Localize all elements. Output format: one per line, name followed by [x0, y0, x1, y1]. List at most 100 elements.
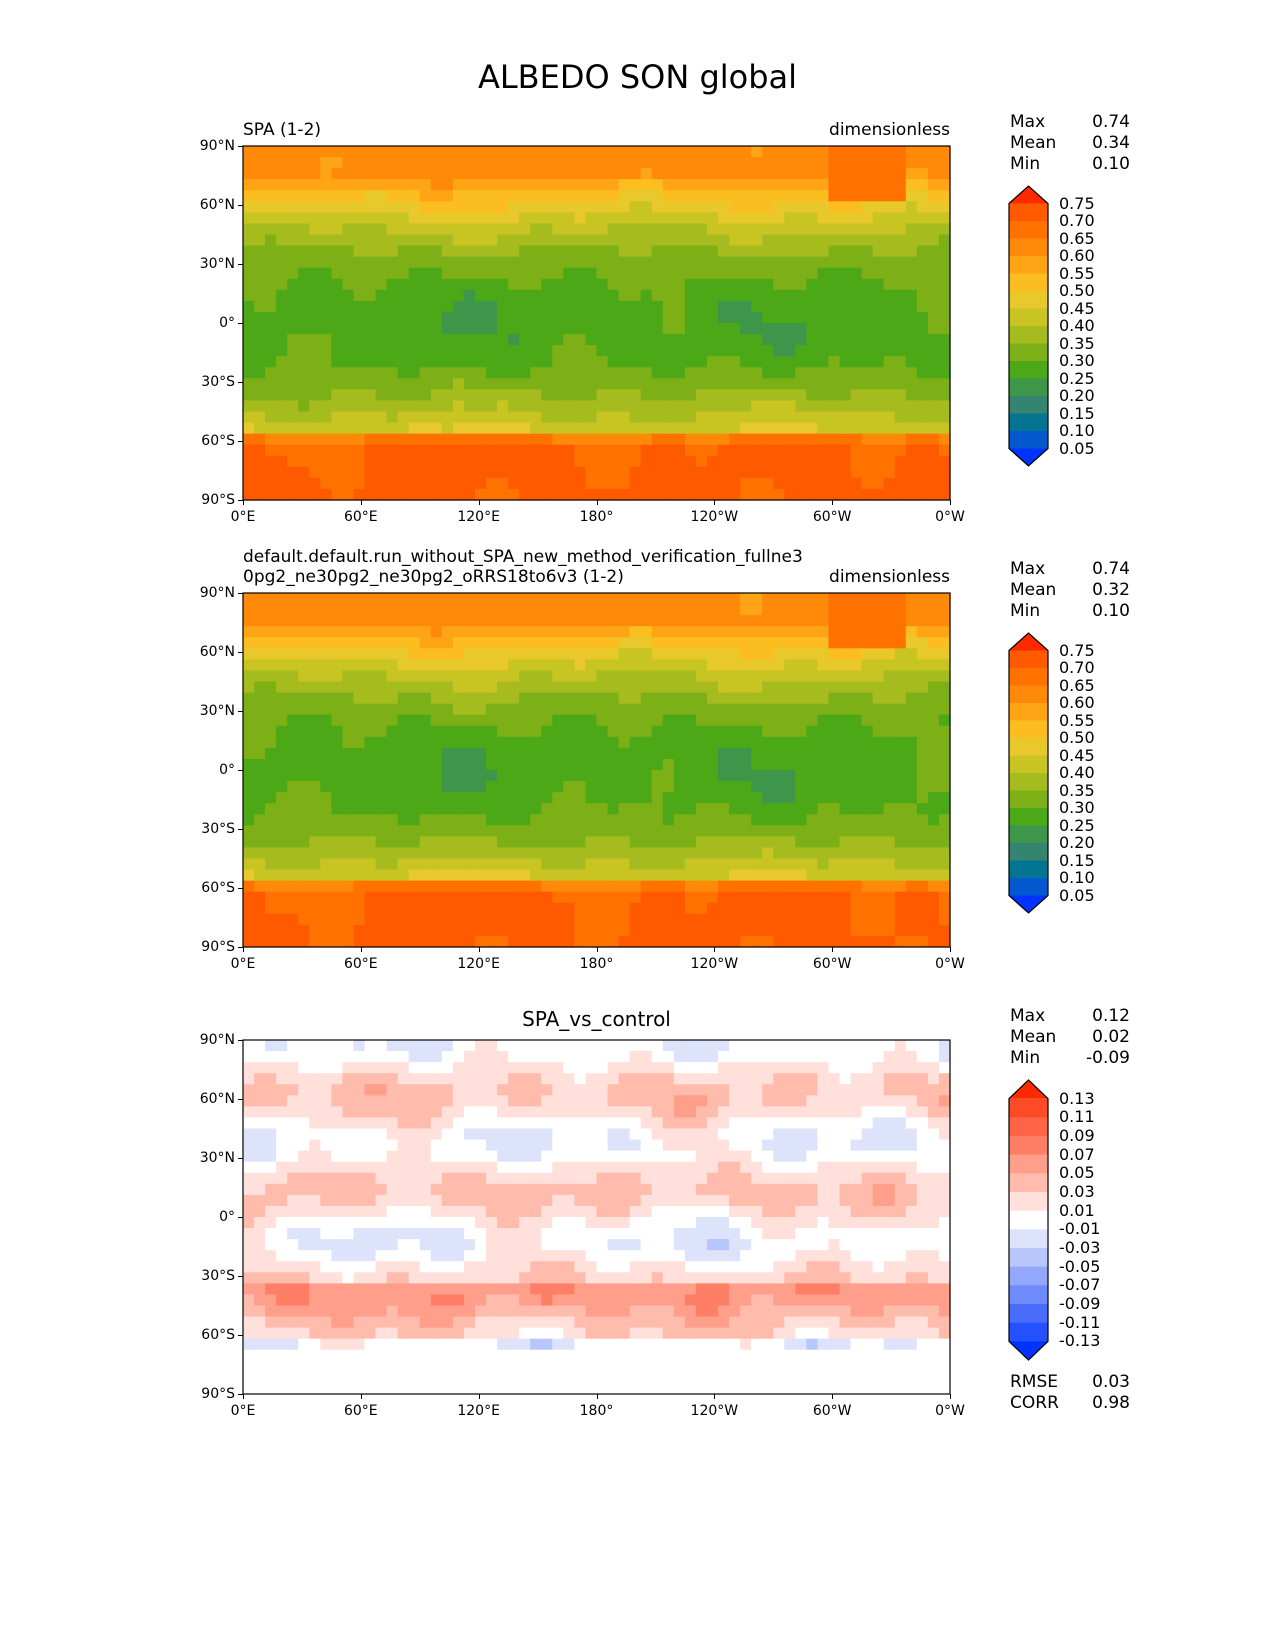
map-cell — [839, 444, 852, 457]
map-cell — [585, 411, 598, 424]
map-cell — [695, 488, 708, 501]
map-cell — [585, 378, 598, 390]
map-cell — [596, 692, 609, 705]
map-cell — [618, 1139, 631, 1152]
map-cell — [353, 477, 366, 490]
y-tick-label: 60°N — [199, 197, 235, 213]
map-cell — [740, 245, 752, 258]
colorbar — [1008, 185, 1049, 467]
map-cell — [817, 659, 830, 672]
map-cell — [530, 289, 542, 302]
map-cell — [574, 1128, 587, 1141]
map-cell — [298, 615, 310, 627]
map-cell — [331, 300, 344, 313]
map-cell — [861, 747, 874, 760]
map-cell — [408, 858, 421, 871]
map-cell — [673, 455, 686, 468]
map-cell — [883, 1073, 896, 1085]
colorbar-tick-label: 0.05 — [1059, 885, 1095, 905]
map-cell — [419, 902, 432, 915]
map-cell — [276, 725, 288, 738]
map-cell — [905, 648, 918, 660]
map-cell — [938, 477, 951, 490]
map-cell — [508, 1128, 520, 1141]
map-cell — [530, 880, 542, 893]
map-cell — [541, 223, 553, 236]
map-cell — [331, 1040, 344, 1052]
map-cell — [397, 234, 410, 247]
map-cell — [364, 201, 377, 213]
map-cell — [309, 212, 321, 225]
map-cell — [254, 714, 266, 727]
map-cell — [397, 891, 410, 904]
map-cell — [519, 814, 531, 826]
map-cell — [938, 902, 951, 915]
map-cell — [905, 157, 918, 169]
map-cell — [706, 444, 719, 457]
map-cell — [331, 648, 344, 660]
map-cell — [740, 692, 752, 705]
x-tick-label: 0°W — [935, 956, 965, 972]
map-cell — [839, 289, 852, 302]
map-cell — [530, 411, 542, 424]
map-cell — [353, 648, 366, 660]
map-cell — [430, 356, 443, 368]
map-cell — [519, 604, 531, 616]
map-cell — [784, 1139, 796, 1152]
map-cell — [320, 902, 332, 915]
map-cell — [375, 814, 388, 826]
map-cell — [784, 736, 796, 749]
colorbar-tick-label: 0.05 — [1059, 438, 1095, 458]
map-cell — [298, 201, 310, 213]
stat-value: 0.32 — [1092, 580, 1130, 600]
map-cell — [497, 323, 509, 335]
map-cell — [938, 289, 951, 302]
map-cell — [243, 869, 255, 882]
map-cell — [430, 847, 443, 860]
map-cell — [541, 1051, 553, 1063]
map-cell — [309, 792, 321, 804]
map-cell — [773, 880, 785, 893]
map-cell — [718, 212, 730, 225]
map-cell — [839, 345, 852, 357]
map-cell — [883, 637, 896, 649]
y-tick-label: 90°S — [201, 939, 235, 955]
map-cell — [706, 836, 719, 849]
map-cell — [684, 913, 697, 926]
map-cell — [463, 433, 476, 446]
map-cell — [828, 1106, 841, 1119]
map-cell — [408, 593, 421, 605]
map-cell — [463, 814, 476, 826]
map-cell — [740, 659, 752, 672]
map-cell — [497, 681, 509, 694]
map-cell — [618, 488, 631, 501]
map-cell — [287, 157, 299, 169]
map-cell — [430, 267, 443, 280]
map-cell — [596, 1139, 609, 1152]
map-cell — [585, 1128, 598, 1141]
colorbar-band — [1009, 843, 1048, 861]
map-cell — [684, 1161, 697, 1174]
map-cell — [740, 593, 752, 605]
map-cell — [265, 1040, 277, 1052]
map-cell — [452, 223, 465, 236]
map-cell — [706, 659, 719, 672]
map-cell — [474, 345, 487, 357]
map-cell — [541, 1040, 553, 1052]
map-cell — [651, 736, 664, 749]
map-cell — [574, 703, 587, 716]
map-cell — [508, 935, 520, 948]
map-cell — [872, 747, 885, 760]
map-cell — [927, 792, 940, 804]
map-cell — [872, 637, 885, 649]
map-cell — [397, 367, 410, 379]
map-cell — [806, 345, 819, 357]
map-cell — [563, 311, 576, 324]
map-cell — [618, 1084, 631, 1096]
map-cell — [353, 814, 366, 826]
map-cell — [585, 168, 598, 180]
map-cell — [861, 593, 874, 605]
map-cell — [872, 1139, 885, 1152]
map-cell — [265, 659, 277, 672]
map-cell — [629, 157, 642, 169]
